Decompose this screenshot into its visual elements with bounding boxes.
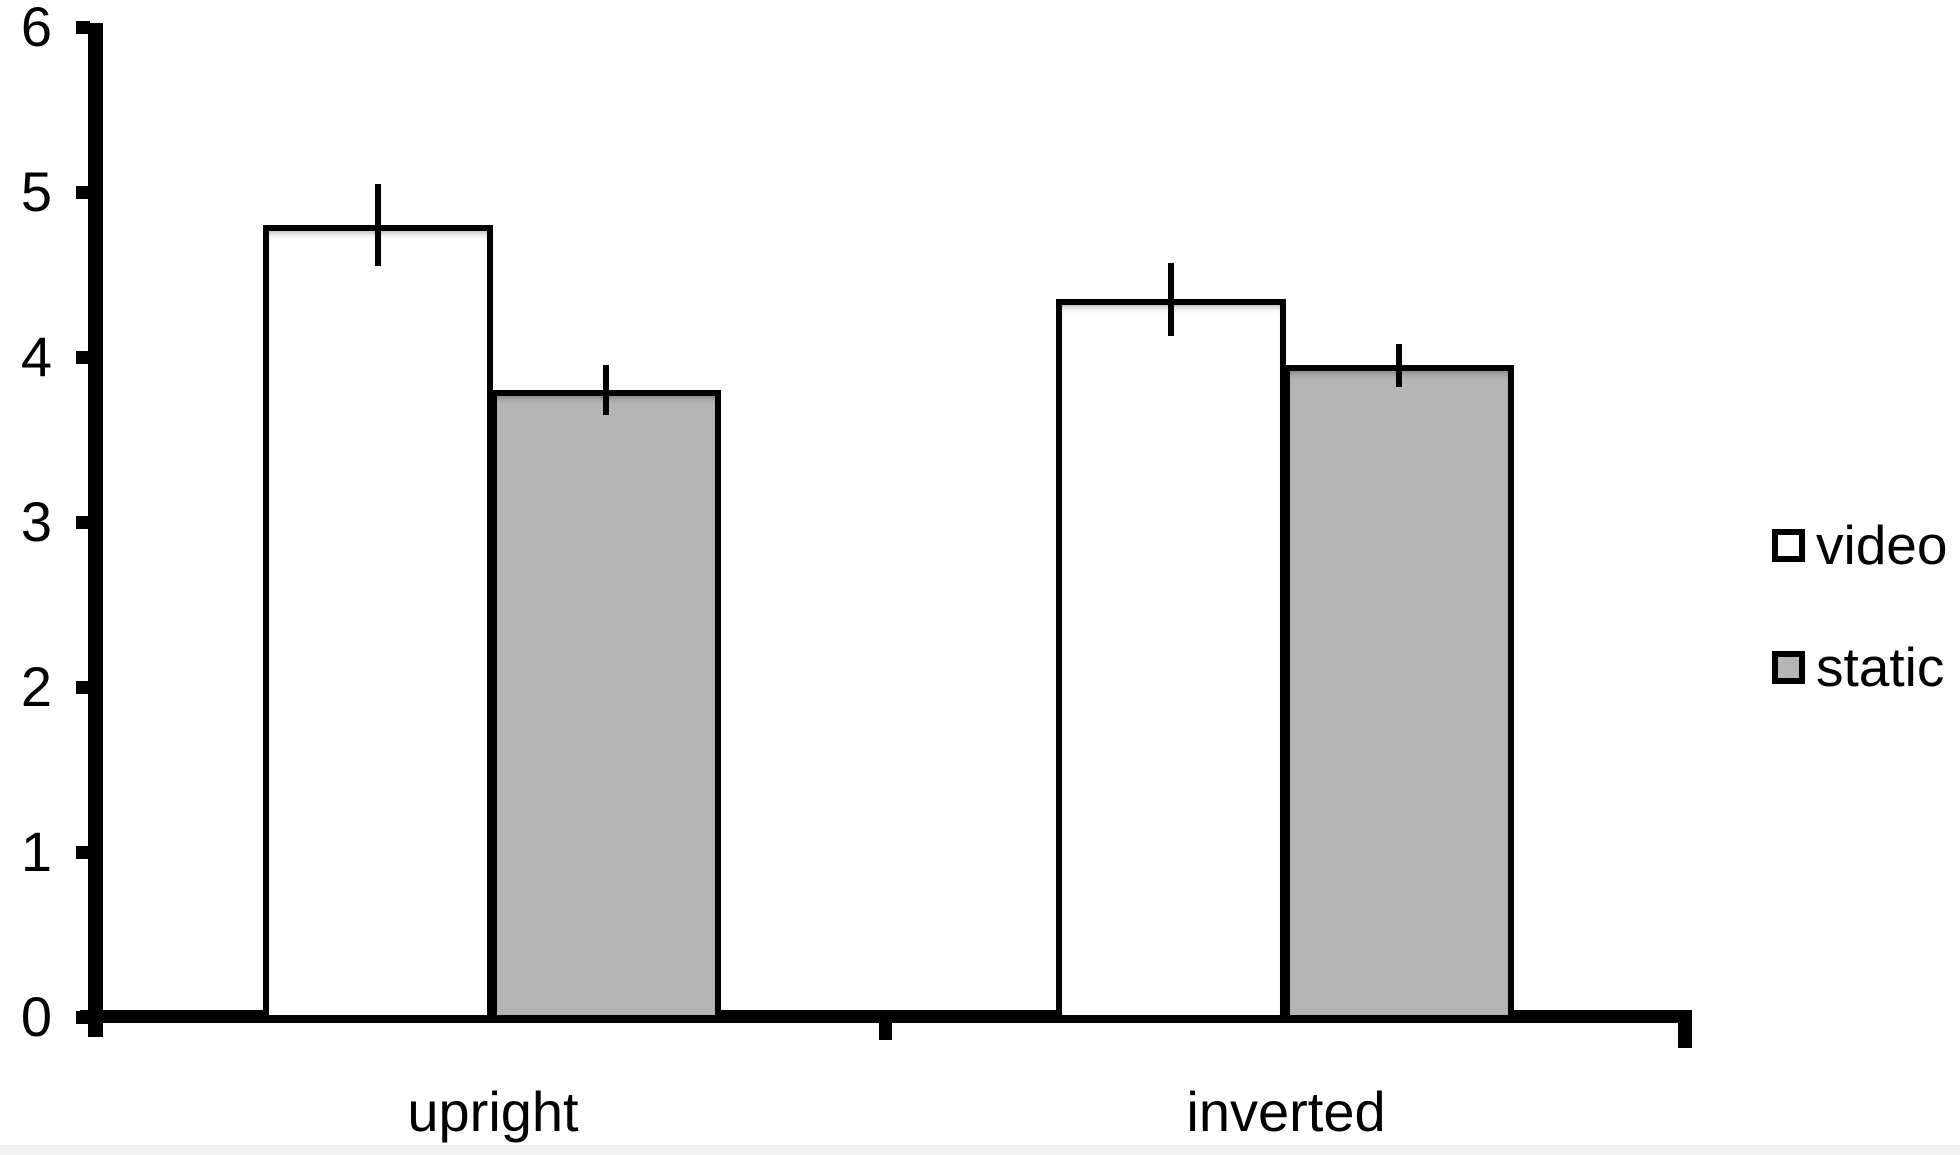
figure-bottom-edge xyxy=(0,1145,1960,1155)
y-tick xyxy=(76,185,90,199)
legend-label-video: video xyxy=(1816,514,1948,576)
x-category-label-inverted: inverted xyxy=(1186,1080,1386,1143)
y-axis-line xyxy=(88,23,103,1037)
bar-inverted-static xyxy=(1284,365,1514,1021)
y-tick-label: 4 xyxy=(20,325,52,388)
legend-item-video: video xyxy=(1772,518,1947,573)
y-tick-label: 1 xyxy=(20,820,52,883)
legend-item-static: static xyxy=(1772,640,1947,695)
y-tick-label: 0 xyxy=(20,985,52,1048)
x-axis-end-tick xyxy=(1678,1022,1692,1048)
error-bar-inverted-video xyxy=(1168,262,1174,336)
legend-label-static: static xyxy=(1816,636,1945,698)
y-tick xyxy=(76,20,90,34)
bar-upright-video xyxy=(263,225,493,1021)
x-category-label-upright: upright xyxy=(407,1080,579,1143)
y-tick xyxy=(76,845,90,859)
y-tick xyxy=(76,680,90,694)
y-tick-label: 5 xyxy=(20,160,52,223)
y-tick xyxy=(76,515,90,529)
y-tick xyxy=(76,1010,90,1024)
y-tick-label: 3 xyxy=(20,490,52,553)
y-tick-label: 2 xyxy=(20,655,52,718)
legend-swatch-static-icon xyxy=(1772,651,1805,684)
y-tick-label: 6 xyxy=(20,0,52,58)
error-bar-upright-static xyxy=(603,365,609,415)
legend-swatch-video-icon xyxy=(1772,529,1805,562)
bar-inverted-video xyxy=(1056,299,1286,1021)
error-bar-inverted-static xyxy=(1396,343,1402,387)
x-axis-mid-tick xyxy=(879,1022,892,1040)
error-bar-upright-video xyxy=(375,183,381,267)
bar-upright-static xyxy=(491,390,721,1021)
y-tick xyxy=(76,350,90,364)
legend: video static xyxy=(1772,518,1947,762)
